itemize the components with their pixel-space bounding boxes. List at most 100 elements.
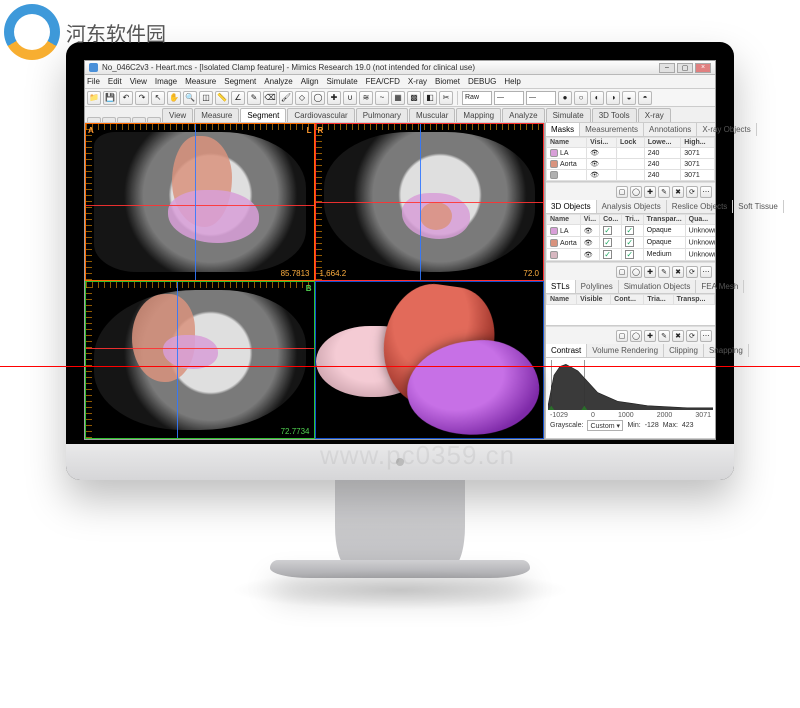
toolbar-poly-icon[interactable]: ◇ <box>295 91 309 105</box>
table-row[interactable]: LA👁OpaqueUnknown* <box>547 225 716 237</box>
tab-3d-tools[interactable]: 3D Tools <box>592 108 637 122</box>
table-row[interactable]: Aorta👁OpaqueUnknown* <box>547 237 716 249</box>
toolbar-angle-icon[interactable]: ∠ <box>231 91 245 105</box>
panel-tab-measurements[interactable]: Measurements <box>580 123 644 136</box>
toolbar-bool-icon[interactable]: ∪ <box>343 91 357 105</box>
tab-mapping[interactable]: Mapping <box>456 108 501 122</box>
panel-tab-snapping[interactable]: Snapping <box>704 344 749 357</box>
menu-measure[interactable]: Measure <box>185 77 216 86</box>
viewport-sagittal[interactable]: B 72.7734 <box>85 281 315 439</box>
panel-tab-reslice-objects[interactable]: Reslice Objects <box>667 200 734 213</box>
toolbar-mask-icon[interactable]: ▩ <box>407 91 421 105</box>
panel-action-icon[interactable]: ⟳ <box>686 266 698 278</box>
menu-x-ray[interactable]: X-ray <box>408 77 427 86</box>
panel-tab-x-ray-objects[interactable]: X-ray Objects <box>697 123 756 136</box>
tab-muscular[interactable]: Muscular <box>409 108 455 122</box>
toolbar-cursor-icon[interactable]: ↖ <box>151 91 165 105</box>
toolbar-3d-icon[interactable]: ◧ <box>423 91 437 105</box>
checkbox-icon[interactable] <box>625 238 634 247</box>
panel-tab-polylines[interactable]: Polylines <box>576 280 619 293</box>
toolbar-select[interactable]: Raw <box>462 91 492 105</box>
table-row[interactable]: LA👁2403071 <box>547 148 715 159</box>
panel-tab-stls[interactable]: STLs <box>546 280 576 293</box>
toolbar-c-icon[interactable]: ◐ <box>590 91 604 105</box>
tab-pulmonary[interactable]: Pulmonary <box>356 108 408 122</box>
toolbar-eraser-icon[interactable]: ⌫ <box>263 91 277 105</box>
toolbar-save-icon[interactable]: 💾 <box>103 91 117 105</box>
panel-tab-masks[interactable]: Masks <box>546 123 580 136</box>
tab-icon-0[interactable] <box>87 117 101 122</box>
toolbar-undo-icon[interactable]: ↶ <box>119 91 133 105</box>
panel-tab-analysis-objects[interactable]: Analysis Objects <box>597 200 667 213</box>
table-row[interactable]: Aorta👁2403071 <box>547 159 715 170</box>
checkbox-icon[interactable] <box>625 250 634 259</box>
grayscale-select[interactable]: Custom ▾ <box>587 420 623 431</box>
checkbox-icon[interactable] <box>603 238 612 247</box>
table-row[interactable]: 👁MediumUnknown* <box>547 249 716 261</box>
menu-analyze[interactable]: Analyze <box>264 77 292 86</box>
menu-image[interactable]: Image <box>155 77 177 86</box>
panel-action-icon[interactable]: ⋯ <box>700 330 712 342</box>
panel-action-icon[interactable]: ✚ <box>644 266 656 278</box>
panel-action-icon[interactable]: ◯ <box>630 330 642 342</box>
panel-tab-fea-mesh[interactable]: FEA Mesh <box>696 280 744 293</box>
checkbox-icon[interactable] <box>625 226 634 235</box>
toolbar-cut-icon[interactable]: ✂ <box>439 91 453 105</box>
menu-view[interactable]: View <box>130 77 147 86</box>
checkbox-icon[interactable] <box>603 250 612 259</box>
tab-cardiovascular[interactable]: Cardiovascular <box>287 108 354 122</box>
panel-action-icon[interactable]: ▢ <box>616 266 628 278</box>
panel-tab-annotations[interactable]: Annotations <box>644 123 697 136</box>
menu-file[interactable]: File <box>87 77 100 86</box>
menu-help[interactable]: Help <box>504 77 520 86</box>
menu-biomet[interactable]: Biomet <box>435 77 460 86</box>
tab-segment[interactable]: Segment <box>240 108 286 122</box>
tab-simulate[interactable]: Simulate <box>546 108 591 122</box>
tab-analyze[interactable]: Analyze <box>502 108 544 122</box>
tab-x-ray[interactable]: X-ray <box>638 108 671 122</box>
viewport-axial[interactable]: R 1,664.2 72.0 <box>315 123 545 281</box>
panel-tab-3d-objects[interactable]: 3D Objects <box>546 200 597 213</box>
minimize-button[interactable]: – <box>659 63 675 73</box>
panel-action-icon[interactable]: ✖ <box>672 186 684 198</box>
menu-segment[interactable]: Segment <box>224 77 256 86</box>
panel-action-icon[interactable]: ⋯ <box>700 266 712 278</box>
toolbar-hand-icon[interactable]: ✋ <box>167 91 181 105</box>
tab-icon-3[interactable] <box>132 117 146 122</box>
panel-action-icon[interactable]: ◯ <box>630 186 642 198</box>
tab-measure[interactable]: Measure <box>194 108 239 122</box>
panel-tab-volume-rendering[interactable]: Volume Rendering <box>587 344 664 357</box>
toolbar-ruler-icon[interactable]: 📏 <box>215 91 229 105</box>
panel-action-icon[interactable]: ✎ <box>658 266 670 278</box>
toolbar-mesh-icon[interactable]: ▦ <box>391 91 405 105</box>
maximize-button[interactable]: ▢ <box>677 63 693 73</box>
panel-tab-soft-tissue[interactable]: Soft Tissue <box>733 200 784 213</box>
panel-tab-simulation-objects[interactable]: Simulation Objects <box>619 280 697 293</box>
panel-action-icon[interactable]: ✚ <box>644 330 656 342</box>
menu-simulate[interactable]: Simulate <box>327 77 358 86</box>
toolbar-zoom-icon[interactable]: 🔍 <box>183 91 197 105</box>
toolbar-smooth-icon[interactable]: ~ <box>375 91 389 105</box>
toolbar-select[interactable]: — <box>494 91 524 105</box>
toolbar-folder-icon[interactable]: 📁 <box>87 91 101 105</box>
toolbar-d-icon[interactable]: ◑ <box>606 91 620 105</box>
panel-action-icon[interactable]: ✎ <box>658 186 670 198</box>
menu-debug[interactable]: DEBUG <box>468 77 496 86</box>
panel-action-icon[interactable]: ✎ <box>658 330 670 342</box>
stl-table[interactable]: NameVisibleCont...Tria...Transp... <box>546 294 715 305</box>
menu-fea/cfd[interactable]: FEA/CFD <box>366 77 400 86</box>
toolbar-morph-icon[interactable]: ≋ <box>359 91 373 105</box>
toolbar-e-icon[interactable]: ◒ <box>622 91 636 105</box>
close-button[interactable]: × <box>695 63 711 73</box>
objects-table[interactable]: NameVi...Co...Tri...Transpar...Qua...LA👁… <box>546 214 715 261</box>
toolbar-redo-icon[interactable]: ↷ <box>135 91 149 105</box>
toolbar-grow-icon[interactable]: ✚ <box>327 91 341 105</box>
masks-table[interactable]: NameVisi...LockLowe...High...LA👁2403071A… <box>546 137 715 181</box>
panel-tab-clipping[interactable]: Clipping <box>664 344 704 357</box>
tab-icon-4[interactable] <box>147 117 161 122</box>
toolbar-select[interactable]: — <box>526 91 556 105</box>
panel-action-icon[interactable]: ✚ <box>644 186 656 198</box>
panel-action-icon[interactable]: ▢ <box>616 186 628 198</box>
panel-action-icon[interactable]: ⟳ <box>686 186 698 198</box>
panel-action-icon[interactable]: ✖ <box>672 266 684 278</box>
